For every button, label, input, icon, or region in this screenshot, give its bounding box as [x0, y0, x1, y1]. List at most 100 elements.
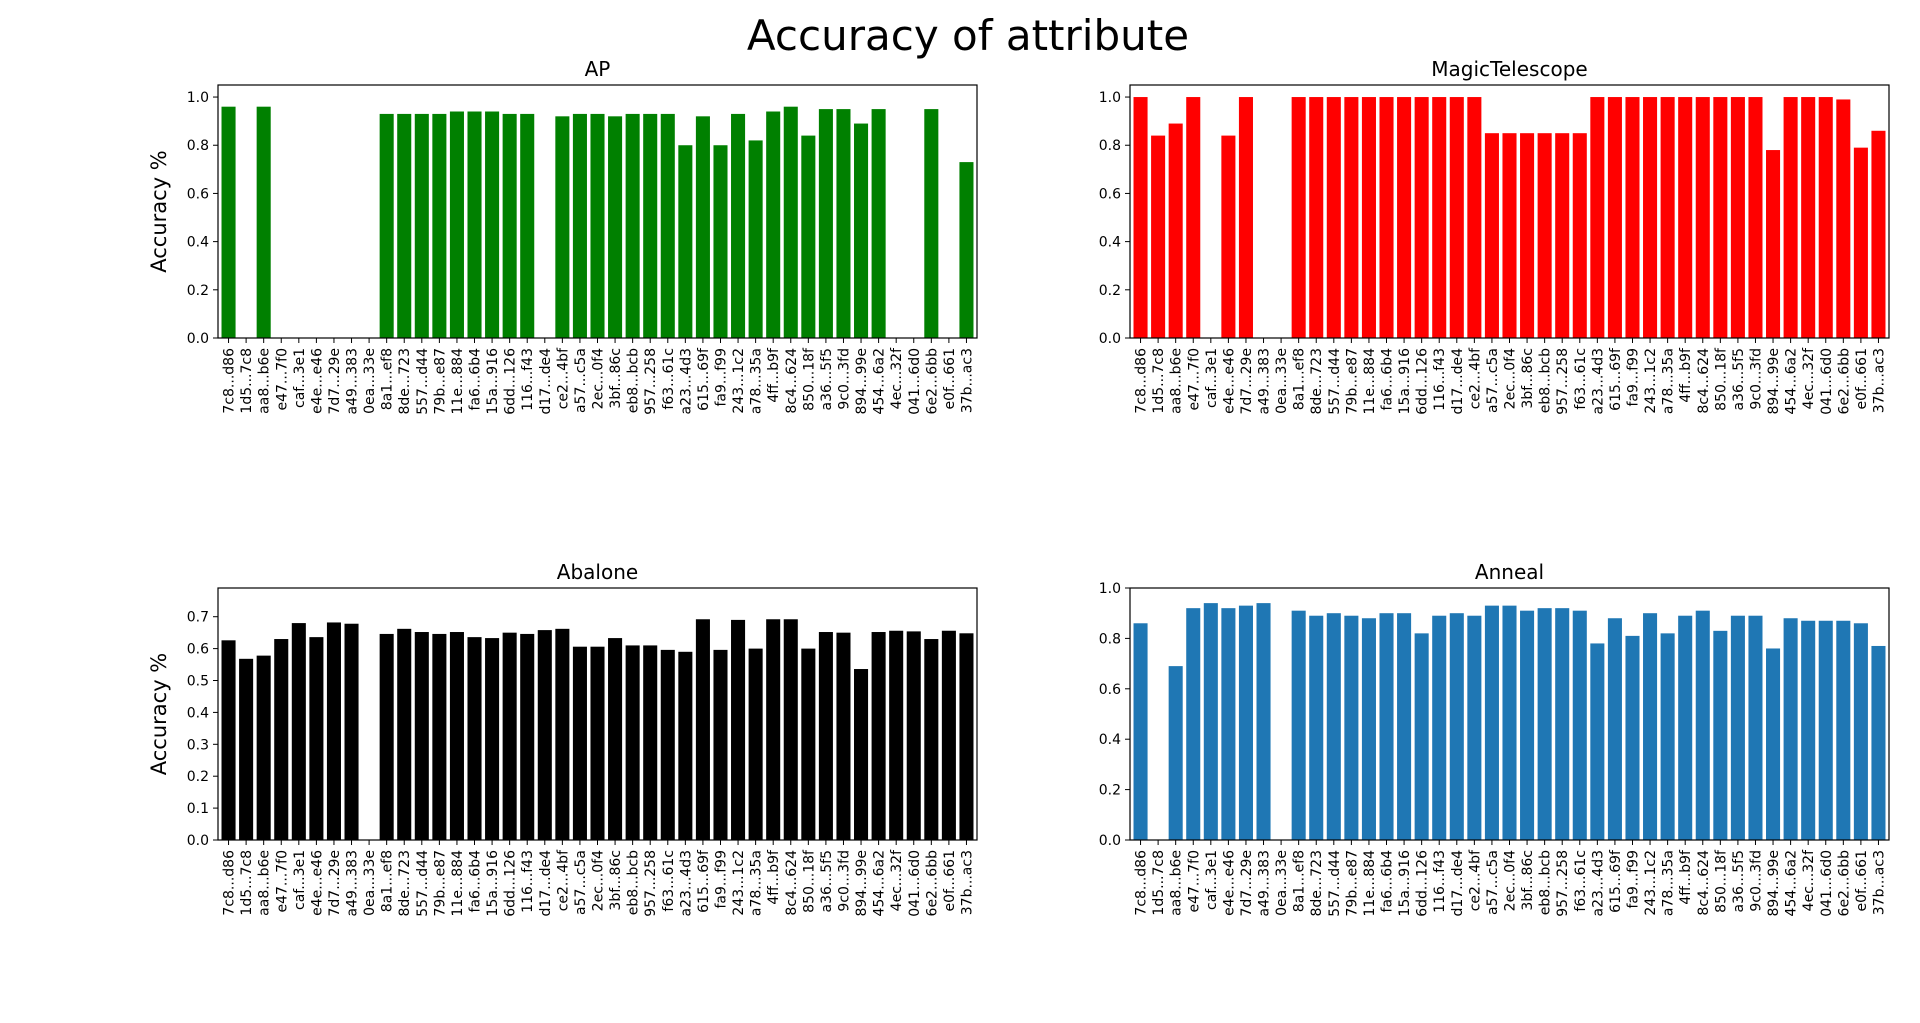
bar-eb8-bcb [625, 113, 640, 339]
bar-850-18f [1713, 630, 1728, 840]
x-tick-label: 37b...ac3 [1871, 850, 1887, 915]
x-tick-label: 6dd...126 [503, 348, 519, 415]
y-tick-label: 0.2 [1099, 783, 1121, 799]
x-tick-label: 4ff...b9f [766, 849, 782, 905]
y-tick-label: 0.0 [1099, 331, 1121, 347]
x-tick-label: a23...4d3 [678, 850, 694, 916]
bar-041-6d0 [906, 631, 921, 840]
bar-a49-383 [1256, 603, 1271, 840]
x-tick-label: 894...99e [854, 348, 870, 415]
x-tick-label: 957...258 [643, 850, 659, 917]
x-tick-label: 850...18f [1713, 347, 1729, 411]
bar-eb8-bcb [625, 645, 640, 840]
x-tick-label: 2ec...0f4 [1503, 850, 1519, 911]
subplot-title: Abalone [557, 560, 638, 584]
y-tick-label: 0.5 [187, 674, 209, 690]
bar-d17-de4 [537, 630, 552, 840]
bar-a78-35a [748, 140, 763, 338]
x-tick-label: 894...99e [1766, 348, 1782, 415]
x-tick-label: a57...c5a [1485, 850, 1501, 915]
bar-243-1c2 [731, 113, 746, 339]
x-tick-label: 957...258 [1555, 850, 1571, 917]
bar-6dd-126 [502, 113, 517, 339]
x-tick-label: 6e2...6bb [1836, 348, 1852, 415]
bar-4ec-32f [1801, 620, 1816, 840]
y-tick-label: 0.6 [187, 186, 209, 202]
y-tick-label: 1.0 [1099, 581, 1121, 597]
x-tick-label: 0ea...33e [362, 850, 378, 916]
x-tick-label: e47...7f0 [1186, 850, 1202, 913]
x-tick-label: 79b...e87 [432, 850, 448, 916]
bar-4ec-32f [1801, 97, 1816, 338]
x-tick-label: 15a...916 [1397, 348, 1413, 415]
x-tick-label: 116...f43 [520, 850, 536, 913]
bar-a23-4d3 [678, 145, 693, 338]
x-tick-label: 116...f43 [1432, 850, 1448, 913]
x-tick-label: 11e...884 [450, 348, 466, 415]
bar-116-f43 [520, 633, 535, 840]
x-tick-label: a36...5f5 [819, 850, 835, 913]
bar-8de-723 [1309, 615, 1324, 840]
x-tick-label: 4ec...32f [889, 347, 905, 409]
x-tick-label: 8c4...624 [1696, 850, 1712, 916]
bar-fa9-f99 [1625, 97, 1640, 338]
bar-37b-ac3 [1871, 645, 1886, 840]
bar-2ec-0f4 [1502, 133, 1517, 338]
x-tick-label: 4ff...b9f [766, 347, 782, 403]
x-tick-label: e4e...e46 [1221, 850, 1237, 916]
bar-79b-e87 [1344, 615, 1359, 840]
x-tick-label: 0ea...33e [362, 348, 378, 414]
bar-8de-723 [397, 628, 412, 840]
subplot-magictelescope: MagicTelescope 0.0 0.2 0.4 0.6 0.8 1.0 7c8...d8… [1099, 57, 1890, 415]
x-tick-label: ce2...4bf [555, 849, 571, 911]
x-tick-label: a57...c5a [573, 348, 589, 413]
x-tick-label: e4e...e46 [309, 348, 325, 414]
x-tick-label: 37b...ac3 [959, 348, 975, 413]
bar-9c0-3fd [1748, 97, 1763, 338]
x-tick-label: 243...1c2 [731, 850, 747, 916]
bar-15a-916 [1397, 97, 1412, 338]
bar-fa9-f99 [1625, 635, 1640, 840]
x-tick-label: 7d7...29e [1239, 850, 1255, 916]
x-tick-label: 7d7...29e [327, 850, 343, 916]
x-tick-label: 9c0...3fd [836, 348, 852, 410]
x-tick-label: 894...99e [854, 850, 870, 917]
x-tick-label: f63...61c [1573, 348, 1589, 410]
bar-2ec-0f4 [1502, 605, 1517, 840]
bar-a23-4d3 [678, 651, 693, 840]
bar-8a1-ef8 [1291, 610, 1306, 840]
bar-3bf-86c [608, 638, 623, 840]
bar-8c4-624 [783, 619, 798, 840]
bar-957-258 [643, 113, 658, 339]
bar-e0f-661 [1853, 623, 1868, 840]
bar-6dd-126 [1414, 97, 1429, 338]
bar-850-18f [801, 648, 816, 840]
y-tick-label: 0.2 [1099, 283, 1121, 299]
bar-454-6a2 [871, 632, 886, 840]
x-tick-label: 3bf...86c [1520, 348, 1536, 409]
x-tick-label: aa8...b6e [257, 850, 273, 916]
x-tick-label: a78...35a [749, 850, 765, 916]
x-tick-label: 8c4...624 [784, 348, 800, 414]
x-tick-label: 7d7...29e [1239, 348, 1255, 414]
y-tick-label: 0.0 [187, 833, 209, 849]
bar-557-d44 [1326, 97, 1341, 338]
x-tick-label: a23...4d3 [678, 348, 694, 414]
x-tick-label: e0f...661 [1854, 850, 1870, 912]
x-tick-label: 8c4...624 [784, 850, 800, 916]
bar-ce2-4bf [555, 116, 570, 338]
y-tick-label: 0.8 [1099, 631, 1121, 647]
x-tick-label: a23...4d3 [1590, 348, 1606, 414]
y-tick-label: 0.4 [1099, 732, 1121, 748]
x-tick-label: caf...3e1 [292, 850, 308, 910]
x-tick-label: 11e...884 [450, 850, 466, 917]
bar-e4e-e46 [309, 637, 324, 840]
bar-aa8-b6e [256, 106, 271, 338]
x-tick-label: fa9...f99 [713, 348, 729, 407]
x-tick-label: 557...d44 [1327, 348, 1343, 415]
bar-fa9-f99 [713, 649, 728, 840]
x-tick-label: eb8...bcb [626, 348, 642, 413]
x-tick-label: 615...69f [1608, 347, 1624, 411]
bar-ce2-4bf [555, 628, 570, 840]
bar-e47-7f0 [274, 639, 289, 840]
